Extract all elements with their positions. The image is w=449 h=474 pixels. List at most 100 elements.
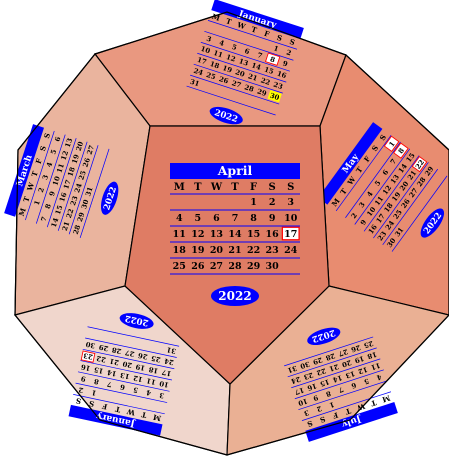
- row-rule: [284, 336, 374, 367]
- day-cell: 5: [373, 179, 382, 188]
- day-cell: 28: [72, 224, 83, 236]
- day-cell: 16: [58, 191, 69, 203]
- row-rule: [85, 337, 177, 358]
- day-cell: 10: [284, 213, 298, 224]
- day-cell: 21: [228, 245, 241, 256]
- row-rule: [363, 155, 420, 232]
- day-cell: 8: [250, 213, 257, 224]
- face-lower-left: January MTWTFSS12345678910111213141516171…: [13, 285, 231, 456]
- weekday-header: T: [231, 182, 239, 193]
- day-cell: 29: [98, 343, 109, 353]
- weekday-header: S: [306, 419, 314, 429]
- day-cell: 26: [81, 157, 92, 169]
- year-badge: [209, 106, 243, 125]
- day-cell: 23: [82, 351, 93, 361]
- day-cell: 4: [218, 39, 225, 48]
- weekday-header: F: [250, 182, 257, 193]
- weekday-header: T: [30, 169, 40, 177]
- day-cell: 14: [331, 373, 343, 384]
- dodecahedron-outline: [14, 11, 449, 456]
- highlight-marker: [265, 52, 281, 66]
- row-rule: [335, 135, 392, 212]
- day-cell: 21: [61, 220, 72, 232]
- weekday-header: F: [34, 156, 44, 164]
- day-cell: 17: [62, 179, 73, 191]
- day-cell: 27: [210, 261, 223, 272]
- day-cell: 3: [158, 391, 165, 400]
- highlight-marker: [383, 135, 400, 152]
- day-cell: 6: [213, 213, 220, 224]
- day-cell: 7: [337, 385, 344, 394]
- row-rule: [291, 358, 381, 389]
- row-rule: [35, 134, 66, 224]
- day-cell: 21: [247, 72, 259, 83]
- day-cell: 12: [132, 373, 143, 383]
- weekday-header: S: [38, 145, 48, 153]
- day-cell: 26: [191, 261, 205, 272]
- row-rule: [68, 145, 99, 235]
- day-cell: 18: [173, 245, 187, 256]
- weekday-header: M: [152, 412, 162, 422]
- day-cell: 24: [73, 182, 84, 194]
- day-cell: 18: [209, 60, 221, 71]
- weekday-header: T: [344, 406, 352, 416]
- day-cell: 2: [78, 385, 85, 394]
- day-cell: 12: [225, 53, 237, 64]
- row-rule: [193, 63, 283, 94]
- day-cell: 31: [84, 186, 95, 198]
- day-cell: 17: [196, 56, 208, 67]
- day-cell: 8: [44, 203, 53, 210]
- day-cell: 30: [80, 198, 91, 210]
- day-cell: 13: [238, 57, 250, 68]
- day-cell: 4: [365, 190, 374, 199]
- day-cell: 6: [53, 136, 62, 143]
- day-cell: 7: [232, 213, 239, 224]
- day-cell: 6: [381, 168, 390, 177]
- day-cell: 5: [132, 385, 139, 394]
- year-badge: [100, 181, 119, 215]
- day-cell: 17: [284, 229, 297, 240]
- face-lower-right: JulyMTWTFSS12345678910111213141516171819…: [226, 285, 449, 456]
- day-cell: 24: [163, 356, 174, 366]
- day-cell: 24: [192, 67, 204, 78]
- weekday-header: T: [21, 195, 31, 203]
- day-cell: 9: [359, 218, 368, 227]
- day-cell: 15: [54, 204, 65, 216]
- weekday-header: T: [114, 404, 122, 414]
- weekday-header: T: [225, 16, 233, 26]
- weekday-header: M: [381, 393, 391, 404]
- day-cell: 11: [370, 361, 382, 372]
- day-cell: 29: [76, 211, 87, 223]
- month-banner: [4, 124, 45, 217]
- day-cell: 21: [328, 362, 340, 373]
- day-cell: 18: [148, 365, 159, 375]
- day-cell: 19: [70, 153, 81, 165]
- day-cell: 11: [145, 376, 156, 386]
- row-rule: [301, 391, 392, 421]
- day-cell: 17: [293, 386, 305, 397]
- day-cell: 22: [247, 245, 260, 256]
- day-cell: 2: [315, 404, 322, 413]
- day-cell: 10: [51, 175, 62, 187]
- day-cell: 16: [276, 70, 288, 81]
- year-label: 2022: [218, 289, 251, 303]
- marked-day-marker: [267, 90, 282, 103]
- day-cell: 22: [65, 208, 76, 220]
- day-cell: 16: [80, 362, 91, 372]
- weekday-header: F: [331, 410, 339, 420]
- row-rule: [391, 175, 448, 252]
- day-cell: 9: [282, 59, 289, 68]
- day-cell: 16: [266, 229, 280, 240]
- month-name: April: [217, 163, 253, 178]
- weekday-header: T: [250, 25, 258, 35]
- day-cell: 2: [285, 48, 292, 57]
- day-cell: 26: [218, 75, 230, 86]
- day-cell: 26: [137, 351, 148, 361]
- row-rule: [197, 52, 287, 83]
- day-cell: 7: [106, 380, 113, 389]
- weekday-header: S: [370, 144, 380, 153]
- day-cell: 28: [243, 83, 255, 94]
- row-rule: [200, 41, 290, 72]
- day-cell: 1: [328, 400, 335, 409]
